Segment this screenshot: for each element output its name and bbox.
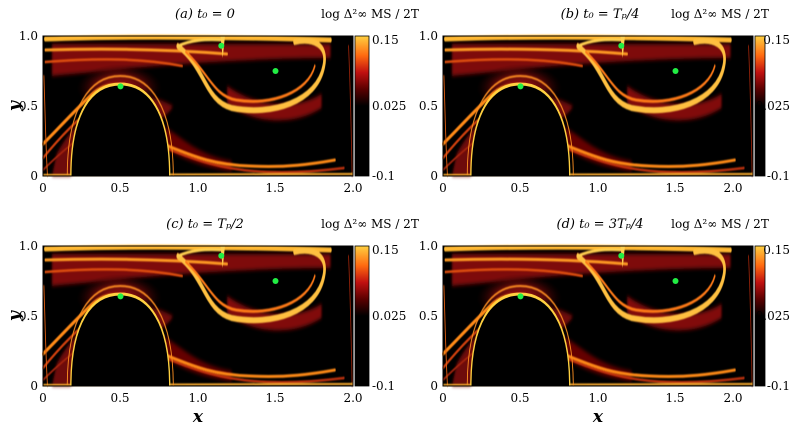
panel-c-xtick-3: 1.5	[265, 391, 284, 405]
panel-c-xtick-4: 2.0	[343, 391, 362, 405]
panel-b-ytick-2: 1.0	[419, 29, 438, 43]
panel-b-ytick-0: 0	[430, 169, 438, 183]
panel-d-cb-tick-low: -0.1	[767, 379, 790, 393]
panel-d-point-3	[672, 278, 679, 284]
panel-d-xtick-1: 0.5	[510, 391, 529, 405]
panel-a: (a) t₀ = 0 0 0.5 1.0 1.5 2.0 0 0.5 1.0 y…	[5, 7, 419, 195]
panel-d-point-1	[517, 293, 524, 300]
panel-b-heatmap	[443, 36, 753, 176]
panel-d-point-2	[618, 252, 625, 259]
panel-c-colorbar-label: log Δ²∞ MS / 2T	[321, 217, 419, 231]
panel-c-title: (c) t₀ = Tₚ/2	[166, 217, 244, 232]
panel-c-ytick-0: 0	[30, 379, 38, 393]
panel-c-xtick-0: 0	[39, 391, 47, 405]
panel-a-frame	[42, 35, 354, 177]
panel-b-point-2	[618, 42, 625, 49]
panel-b-point-3	[672, 68, 679, 74]
panel-a-ylabel: y	[5, 100, 25, 112]
panel-b-xtick-2: 1.0	[588, 181, 607, 195]
panel-a-xtick-1: 0.5	[110, 181, 129, 195]
panel-c-cb-tick-low: -0.1	[372, 379, 395, 393]
panel-d-frame	[442, 245, 754, 387]
panel-d-xtick-2: 1.0	[588, 391, 607, 405]
panel-a-cb-tick-low: -0.1	[372, 169, 395, 183]
panel-a-point-2	[218, 42, 225, 49]
panel-b-xtick-0: 0	[439, 181, 447, 195]
panel-b-frame	[442, 35, 754, 177]
panel-b-colorbar-label: log Δ²∞ MS / 2T	[671, 7, 769, 21]
panel-c-cb-tick-mid: 0.025	[372, 309, 406, 323]
panel-b-xtick-3: 1.5	[665, 181, 684, 195]
panel-a-heatmap	[43, 36, 353, 176]
panel-d-points	[517, 252, 679, 300]
panel-c-ylabel: y	[5, 310, 25, 322]
panel-a-ytick-2: 1.0	[19, 29, 38, 43]
panel-d-heatmap	[443, 246, 753, 386]
panel-d-cb-tick-mid: 0.025	[756, 309, 790, 323]
panel-a-point-1	[117, 83, 124, 90]
panel-b-cb-tick-low: -0.1	[767, 169, 790, 183]
panel-a-points	[117, 42, 279, 90]
panel-a-colorbar-label: log Δ²∞ MS / 2T	[321, 7, 419, 21]
panel-a-colorbar	[354, 35, 370, 177]
panel-a-xtick-3: 1.5	[265, 181, 284, 195]
panel-d-cb-tick-high: 0.15	[763, 243, 790, 257]
panel-b-colorbar	[754, 35, 766, 177]
panel-c-xlabel: x	[192, 407, 204, 427]
panel-c: (c) t₀ = Tₚ/2 0 0.5 1.0 1.5 2.0 0 0.5 1.…	[5, 217, 419, 427]
panel-c-point-3	[272, 278, 279, 284]
panel-a-point-3	[272, 68, 279, 74]
panel-a-title: (a) t₀ = 0	[175, 7, 235, 22]
panel-d: (d) t₀ = 3Tₚ/4 0 0.5 1.0 1.5 2.0 0 0.5 1…	[419, 217, 790, 427]
panel-d-xlabel: x	[592, 407, 604, 427]
panel-c-colorbar	[354, 245, 370, 387]
panel-a-cb-tick-mid: 0.025	[372, 99, 406, 113]
panel-b-point-1	[517, 83, 524, 90]
panel-b-ytick-1: 0.5	[419, 99, 438, 113]
panel-c-frame	[42, 245, 354, 387]
panel-c-ytick-1: 0.5	[19, 309, 38, 323]
panel-b-title: (b) t₀ = Tₚ/4	[561, 7, 640, 22]
panel-c-cb-tick-high: 0.15	[372, 243, 399, 257]
panel-b-cb-tick-high: 0.15	[763, 33, 790, 47]
panel-b-points	[517, 42, 679, 90]
panel-c-point-1	[117, 293, 124, 300]
panel-c-ytick-2: 1.0	[19, 239, 38, 253]
panel-d-colorbar	[754, 245, 766, 387]
panel-b-xtick-4: 2.0	[723, 181, 742, 195]
panel-b: (b) t₀ = Tₚ/4 0 0.5 1.0 1.5 2.0 0 0.5 1.…	[419, 7, 790, 195]
panel-c-heatmap	[43, 246, 353, 386]
panel-a-ytick-1: 0.5	[19, 99, 38, 113]
panel-d-colorbar-label: log Δ²∞ MS / 2T	[671, 217, 769, 231]
panel-b-cb-tick-mid: 0.025	[756, 99, 790, 113]
panel-c-xtick-2: 1.0	[188, 391, 207, 405]
panel-a-xtick-4: 2.0	[343, 181, 362, 195]
panel-b-xtick-1: 0.5	[510, 181, 529, 195]
panel-c-xtick-1: 0.5	[110, 391, 129, 405]
panel-d-xtick-4: 2.0	[723, 391, 742, 405]
panel-d-xtick-0: 0	[439, 391, 447, 405]
panel-a-ytick-0: 0	[30, 169, 38, 183]
panel-d-ytick-0: 0	[430, 379, 438, 393]
panel-a-xtick-0: 0	[39, 181, 47, 195]
panel-d-title: (d) t₀ = 3Tₚ/4	[557, 217, 644, 232]
panel-a-cb-tick-high: 0.15	[372, 33, 399, 47]
panel-a-xtick-2: 1.0	[188, 181, 207, 195]
panel-c-points	[117, 252, 279, 300]
panel-c-point-2	[218, 252, 225, 259]
panel-d-ytick-2: 1.0	[419, 239, 438, 253]
panel-d-xtick-3: 1.5	[665, 391, 684, 405]
panel-d-ytick-1: 0.5	[419, 309, 438, 323]
